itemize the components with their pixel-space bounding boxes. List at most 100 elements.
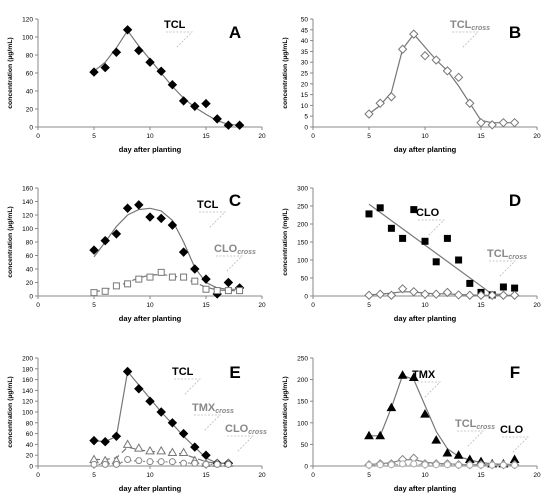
data-point — [201, 450, 211, 460]
data-point — [134, 200, 144, 210]
data-point — [409, 286, 419, 297]
data-point — [167, 447, 178, 456]
data-point — [375, 430, 386, 440]
series-tcl: TCL — [89, 19, 245, 130]
x-tick-label: 15 — [477, 133, 485, 140]
label-leader-line — [166, 31, 193, 49]
y-tick-label: 140 — [22, 199, 33, 206]
data-point — [168, 458, 176, 466]
data-point — [167, 418, 178, 428]
series-clo-cross: CLOcross — [90, 243, 256, 297]
x-tick-label: 15 — [202, 472, 210, 479]
data-point — [112, 460, 120, 468]
series-clo: CLO — [365, 203, 519, 299]
data-point — [178, 96, 189, 106]
series-tmx: TMX — [364, 369, 520, 468]
data-point — [190, 101, 200, 112]
data-point — [178, 447, 189, 456]
y-tick-label: 150 — [297, 399, 308, 406]
x-tick-label: 10 — [421, 472, 429, 479]
data-point — [364, 430, 374, 440]
data-point — [89, 435, 99, 446]
x-tick-label: 0 — [36, 133, 40, 140]
data-point — [168, 273, 176, 281]
x-tick-label: 0 — [311, 472, 315, 479]
series-label: CLO — [416, 207, 440, 219]
y-tick-label: 60 — [26, 253, 34, 260]
y-tick-label: 40 — [26, 442, 34, 449]
data-point — [156, 445, 167, 455]
data-point — [455, 256, 463, 264]
data-point — [477, 461, 485, 469]
data-point — [410, 460, 418, 468]
x-tick-label: 10 — [421, 302, 429, 309]
data-point — [409, 29, 419, 39]
data-point — [213, 460, 221, 468]
label-leader-line — [174, 378, 201, 396]
x-tick-label: 15 — [202, 302, 210, 309]
data-point — [442, 287, 453, 298]
data-point — [432, 461, 440, 469]
data-point — [122, 203, 133, 213]
data-point — [455, 461, 463, 469]
data-point — [386, 290, 397, 300]
data-point — [442, 448, 453, 457]
data-point — [476, 290, 486, 300]
series-tcl-cross: TCLcross — [364, 418, 520, 470]
series-label: TCLcross — [450, 19, 490, 32]
data-point — [157, 458, 165, 466]
x-tick-label: 15 — [477, 302, 485, 309]
data-point — [397, 370, 408, 379]
data-point — [408, 372, 419, 381]
series-label: TCLcross — [487, 248, 527, 261]
data-point — [134, 45, 144, 56]
x-tick-label: 20 — [533, 302, 541, 309]
y-tick-label: 160 — [22, 186, 33, 193]
data-point — [145, 57, 155, 67]
data-point — [365, 210, 373, 218]
data-point — [157, 268, 165, 276]
y-tick-label: 10 — [301, 103, 309, 110]
x-axis-label: day after planting — [119, 484, 182, 493]
series-label: TMX — [412, 369, 436, 381]
data-point — [364, 290, 374, 300]
y-tick-label: 100 — [297, 420, 308, 427]
data-point — [167, 220, 178, 230]
x-axis-label: day after planting — [394, 314, 457, 323]
data-point — [420, 51, 430, 61]
x-tick-label: 20 — [258, 472, 266, 479]
label-leader-line — [414, 381, 441, 399]
x-tick-label: 5 — [367, 302, 371, 309]
data-point — [135, 275, 143, 283]
x-tick-label: 5 — [367, 133, 371, 140]
x-tick-label: 10 — [146, 302, 154, 309]
y-tick-label: 20 — [26, 453, 34, 460]
data-point — [156, 407, 166, 417]
data-point — [376, 461, 384, 469]
data-point — [124, 280, 132, 288]
y-tick-label: 40 — [26, 267, 34, 274]
series-tcl: TCL — [89, 199, 245, 299]
y-tick-label: 100 — [22, 226, 33, 233]
y-tick-label: 20 — [26, 107, 34, 114]
y-tick-label: 200 — [297, 222, 308, 229]
series-label: CLOcross — [214, 243, 256, 256]
data-point — [112, 282, 120, 290]
x-tick-label: 5 — [367, 472, 371, 479]
data-point — [410, 206, 418, 214]
data-point — [224, 287, 232, 295]
x-tick-label: 0 — [311, 133, 315, 140]
y-tick-label: 60 — [26, 71, 34, 78]
data-point — [122, 439, 133, 448]
panel-letter: D — [509, 191, 521, 210]
label-leader-line — [194, 414, 221, 432]
data-point — [487, 290, 497, 300]
data-point — [465, 98, 475, 108]
data-point — [156, 213, 166, 224]
data-point — [397, 284, 408, 294]
data-point — [443, 234, 451, 242]
data-point — [178, 428, 189, 439]
x-tick-label: 20 — [258, 302, 266, 309]
data-point — [223, 277, 234, 288]
label-leader-line — [452, 31, 479, 49]
